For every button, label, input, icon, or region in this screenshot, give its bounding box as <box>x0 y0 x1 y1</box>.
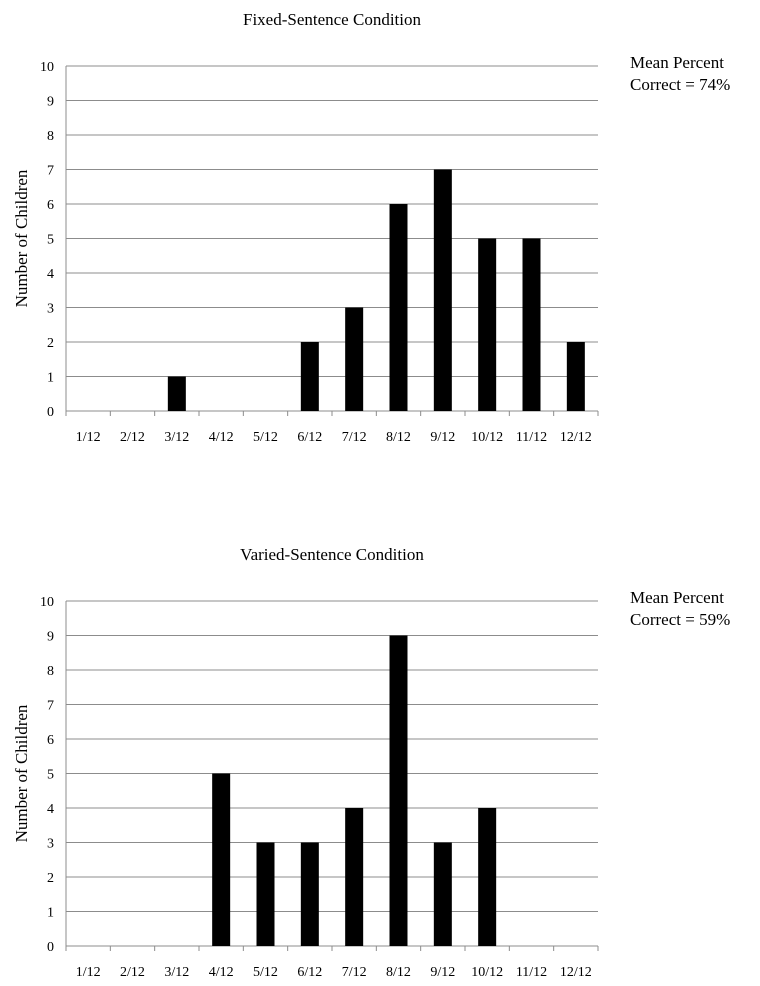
y-tick-label: 3 <box>47 302 54 317</box>
y-tick-label: 2 <box>47 336 54 351</box>
bar <box>345 808 364 946</box>
y-axis-label: Number of Children <box>12 704 31 842</box>
x-tick-label: 6/12 <box>297 965 322 980</box>
x-tick-label: 10/12 <box>471 430 503 445</box>
y-tick-label: 4 <box>47 802 54 817</box>
y-tick-label: 4 <box>47 267 54 282</box>
y-tick-label: 10 <box>40 595 54 610</box>
x-tick-label: 8/12 <box>386 965 411 980</box>
x-tick-label: 5/12 <box>253 965 278 980</box>
bar <box>522 238 541 411</box>
mean-percent-annotation: Mean Percent Correct = 59% <box>630 587 730 631</box>
y-tick-label: 5 <box>47 233 54 248</box>
x-tick-label: 4/12 <box>209 430 234 445</box>
chart-title: Fixed-Sentence Condition <box>242 10 421 29</box>
bar <box>256 842 275 946</box>
bar <box>478 238 497 411</box>
bar <box>433 842 452 946</box>
y-tick-label: 1 <box>47 906 54 921</box>
y-tick-label: 0 <box>47 405 54 420</box>
bar-plot: 0 1 2 3 4 5 6 7 8 9 10 1/12 2/12 3/12 4/12 5/12 6/12 7/12… <box>12 595 599 980</box>
bar <box>478 808 497 946</box>
annotation-line-2: Correct = 74% <box>630 75 731 94</box>
y-tick-label: 10 <box>40 60 54 75</box>
bar-plot: 0 1 2 3 4 5 6 7 8 9 10 1/12 2/12 3/12 4/12 5/12 6/12 7/12… <box>12 60 599 445</box>
bar <box>300 342 319 411</box>
x-tick-label: 5/12 <box>253 430 278 445</box>
y-tick-label: 7 <box>47 164 54 179</box>
bar <box>433 169 452 411</box>
chart-title: Varied-Sentence Condition <box>240 545 424 564</box>
x-tick-label: 7/12 <box>342 965 367 980</box>
y-tick-label: 7 <box>47 699 54 714</box>
annotation-line-1: Mean Percent <box>630 588 724 607</box>
y-tick-label: 8 <box>47 129 54 144</box>
y-tick-label: 3 <box>47 837 54 852</box>
y-tick-label: 6 <box>47 733 54 748</box>
y-tick-label: 9 <box>47 95 54 110</box>
x-tick-label: 11/12 <box>516 965 547 980</box>
y-tick-label: 9 <box>47 630 54 645</box>
mean-percent-annotation: Mean Percent Correct = 74% <box>630 52 730 96</box>
chart-fixed-sentence: Fixed-Sentence Condition Mean Percent Co… <box>0 0 760 470</box>
x-tick-label: 2/12 <box>120 965 145 980</box>
bar <box>389 635 408 946</box>
chart-varied-sentence: Varied-Sentence Condition Mean Percent C… <box>0 535 760 986</box>
x-tick-label: 4/12 <box>209 965 234 980</box>
bar <box>566 342 585 411</box>
x-tick-label: 9/12 <box>430 965 455 980</box>
x-tick-label: 1/12 <box>76 430 101 445</box>
bar <box>300 842 319 946</box>
x-tick-label: 10/12 <box>471 965 503 980</box>
bar <box>212 773 231 946</box>
x-tick-label: 3/12 <box>164 965 189 980</box>
y-tick-label: 1 <box>47 371 54 386</box>
x-tick-label: 3/12 <box>164 430 189 445</box>
y-tick-label: 0 <box>47 940 54 955</box>
annotation-line-1: Mean Percent <box>630 53 724 72</box>
x-tick-label: 9/12 <box>430 430 455 445</box>
x-tick-label: 6/12 <box>297 430 322 445</box>
y-tick-label: 5 <box>47 768 54 783</box>
y-tick-label: 6 <box>47 198 54 213</box>
bar <box>345 307 364 411</box>
y-axis-label: Number of Children <box>12 169 31 307</box>
annotation-line-2: Correct = 59% <box>630 610 731 629</box>
x-tick-label: 11/12 <box>516 430 547 445</box>
x-tick-label: 8/12 <box>386 430 411 445</box>
bar <box>389 204 408 411</box>
y-tick-label: 8 <box>47 664 54 679</box>
x-tick-label: 12/12 <box>560 430 592 445</box>
x-tick-label: 12/12 <box>560 965 592 980</box>
x-tick-label: 2/12 <box>120 430 145 445</box>
x-tick-label: 7/12 <box>342 430 367 445</box>
x-tick-label: 1/12 <box>76 965 101 980</box>
y-tick-label: 2 <box>47 871 54 886</box>
bar <box>167 376 186 411</box>
